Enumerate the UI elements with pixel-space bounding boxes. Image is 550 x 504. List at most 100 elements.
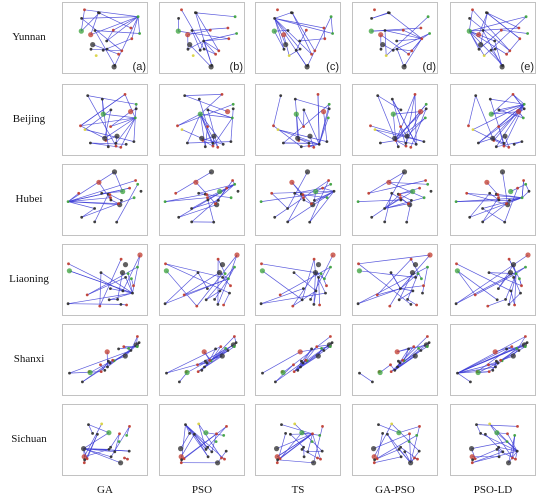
city-node xyxy=(505,52,508,56)
city-node xyxy=(85,293,89,297)
city-node xyxy=(184,369,190,376)
city-node xyxy=(295,135,301,141)
city-node xyxy=(516,109,522,115)
city-node xyxy=(513,303,516,307)
city-node xyxy=(204,359,207,363)
route-segment xyxy=(262,351,301,374)
route-segment xyxy=(317,94,320,145)
city-node xyxy=(326,116,330,120)
city-node xyxy=(280,423,283,426)
route-segment xyxy=(490,98,525,105)
route-segment xyxy=(185,424,207,450)
city-node xyxy=(399,455,403,459)
city-node xyxy=(356,200,360,203)
city-node xyxy=(79,124,82,128)
city-node xyxy=(260,262,263,266)
city-node xyxy=(96,179,102,185)
city-node xyxy=(224,449,228,453)
route-segment xyxy=(98,12,132,29)
city-node xyxy=(117,440,121,443)
panel-shanxi-ts xyxy=(255,324,341,396)
city-node xyxy=(313,199,316,202)
route-plot xyxy=(450,164,536,236)
route-segment xyxy=(202,140,214,147)
city-node xyxy=(177,215,181,219)
panel-liaoning-pso xyxy=(159,244,245,316)
city-node xyxy=(384,54,388,57)
route-segment xyxy=(469,197,523,218)
city-node xyxy=(289,432,292,436)
route-segment xyxy=(380,140,396,144)
route-segment xyxy=(397,344,427,353)
city-node xyxy=(205,361,209,365)
panel-sichuan-ga-pso xyxy=(352,404,438,476)
route-plot xyxy=(352,84,438,156)
city-node xyxy=(307,144,311,148)
route-segment xyxy=(230,108,234,142)
city-node xyxy=(199,135,205,141)
city-node xyxy=(517,26,521,30)
city-node xyxy=(134,107,138,111)
city-node xyxy=(103,368,107,372)
city-node xyxy=(214,52,217,56)
city-node xyxy=(176,124,179,128)
city-node xyxy=(427,341,431,344)
plot-frame xyxy=(255,164,341,236)
city-node xyxy=(213,298,216,301)
route-segment xyxy=(287,191,335,223)
city-node xyxy=(369,124,372,128)
city-node xyxy=(122,345,126,348)
route-segment xyxy=(495,346,512,353)
city-node xyxy=(219,262,226,268)
city-node xyxy=(98,304,102,308)
city-node xyxy=(276,8,279,12)
route-segment xyxy=(206,194,232,199)
city-node xyxy=(322,349,326,352)
route-segment xyxy=(521,180,524,198)
city-node xyxy=(139,189,143,193)
city-node xyxy=(495,298,499,302)
city-node xyxy=(489,48,493,52)
city-node xyxy=(132,196,136,200)
city-node xyxy=(123,456,126,460)
city-node xyxy=(484,179,490,185)
city-node xyxy=(106,365,109,369)
route-segment xyxy=(489,98,505,144)
city-node xyxy=(373,458,376,462)
city-node xyxy=(428,32,431,35)
city-node xyxy=(455,262,458,266)
city-node xyxy=(504,298,507,301)
city-node xyxy=(329,182,333,186)
route-segment xyxy=(480,12,488,45)
city-node xyxy=(198,48,202,52)
city-node xyxy=(99,370,103,373)
city-node xyxy=(467,124,470,128)
panel-beijing-ga-pso xyxy=(352,84,438,156)
route-segment xyxy=(273,30,285,50)
city-node xyxy=(193,432,196,436)
route-segment xyxy=(390,272,401,289)
route-segment xyxy=(414,94,417,145)
route-segment xyxy=(404,38,423,66)
city-node xyxy=(279,94,283,97)
city-node xyxy=(283,42,289,48)
city-node xyxy=(409,145,413,149)
city-node xyxy=(328,345,332,348)
route-segment xyxy=(422,267,428,294)
route-segment xyxy=(88,424,110,434)
route-segment xyxy=(207,109,219,148)
route-segment xyxy=(391,98,417,145)
city-node xyxy=(138,32,141,35)
city-node xyxy=(116,298,119,301)
route-segment xyxy=(457,348,507,374)
city-node xyxy=(481,29,485,32)
route-segment xyxy=(301,259,315,300)
route-segment xyxy=(315,272,326,294)
route-segment xyxy=(371,12,389,19)
city-node xyxy=(274,454,280,460)
city-node xyxy=(227,277,230,281)
city-node xyxy=(527,189,531,193)
route-segment xyxy=(512,94,525,105)
route-segment xyxy=(185,424,209,458)
city-node xyxy=(482,54,486,57)
